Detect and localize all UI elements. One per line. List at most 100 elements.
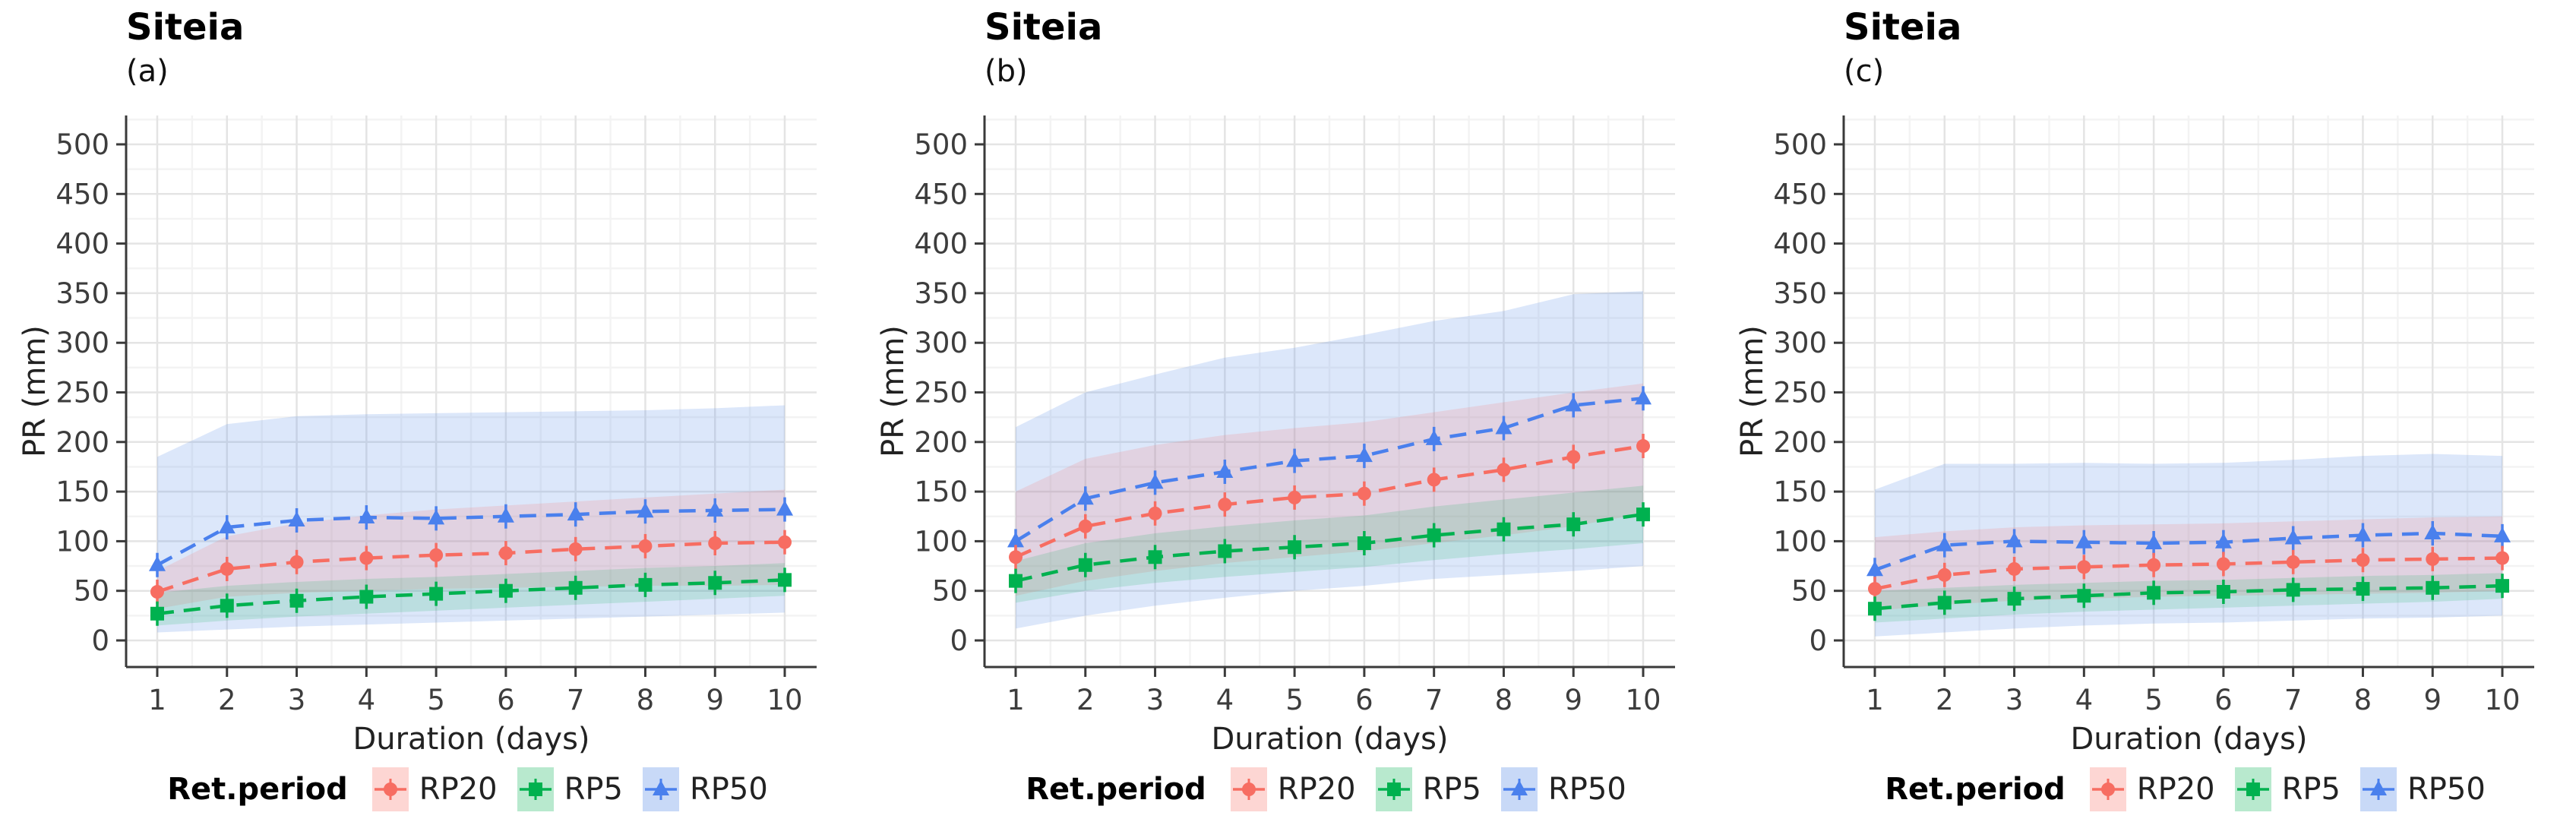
legend-key-marker-RP5 — [2246, 782, 2260, 796]
y-tick-label: 250 — [55, 377, 109, 409]
legend-key-marker-RP20 — [2100, 782, 2115, 796]
legend-key-marker-RP20 — [383, 782, 397, 796]
band-RP5 — [1016, 485, 1644, 603]
plot-area-b: 0 50 100 150 200 250 300 350 400 450 500 1 2 3 4 5 6 7 8 9 1… — [914, 115, 1675, 716]
series-line-RP50 — [156, 507, 785, 567]
marker-RP5-day5 — [429, 586, 444, 601]
marker-RP50-day2 — [218, 518, 235, 534]
marker-RP50-day9 — [2424, 523, 2442, 539]
grid-major — [1844, 115, 2534, 667]
y-tick-label: 400 — [55, 228, 109, 261]
legend-title: Ret.period — [167, 772, 348, 807]
x-axis-label: Duration (days) — [1211, 722, 1449, 757]
x-tick-label: 4 — [358, 684, 376, 716]
marker-RP50-day2 — [1936, 536, 1953, 552]
marker-RP20-day9 — [708, 536, 722, 551]
x-tick-label: 6 — [2214, 684, 2233, 716]
y-tick-label: 450 — [914, 178, 968, 210]
marker-RP50-day8 — [2354, 526, 2372, 542]
marker-RP5-day1 — [1009, 574, 1022, 588]
band-RP20 — [157, 489, 785, 609]
panel-title: Siteia — [126, 6, 245, 49]
marker-RP20-day2 — [1937, 567, 1952, 582]
y-tick-label: 50 — [74, 575, 109, 608]
x-axis-label: Duration (days) — [352, 722, 590, 757]
marker-RP5-day3 — [2007, 592, 2021, 606]
x-tick-label: 9 — [706, 684, 724, 716]
marker-RP5-day5 — [2147, 586, 2161, 600]
y-tick-label: 0 — [91, 624, 109, 657]
marker-RP5-day2 — [1078, 558, 1092, 572]
legend: Ret.period RP20 RP5 RP50 — [934, 763, 1718, 816]
x-tick-label: 1 — [148, 684, 166, 716]
legend-key-marker-RP50 — [1510, 780, 1528, 795]
marker-RP5-day10 — [2495, 579, 2510, 593]
y-axis-label: PR (mm) — [17, 325, 52, 457]
y-tick-label: 450 — [1773, 178, 1827, 210]
marker-RP50-day6 — [1355, 447, 1373, 463]
marker-RP5-day1 — [1868, 602, 1882, 616]
marker-RP20-day1 — [1009, 550, 1022, 564]
panel-a: 0 50 100 150 200 250 300 350 400 450 500 1 2 3 4 5 6 7 8 9 1… — [0, 0, 859, 822]
marker-RP5-day5 — [1288, 540, 1302, 555]
marker-RP5-day6 — [2216, 585, 2230, 599]
x-tick-label: 9 — [2423, 684, 2442, 716]
marker-RP5-day4 — [359, 590, 374, 604]
y-tick-label: 300 — [55, 327, 109, 359]
legend-key-rp20: RP20 — [1230, 767, 1356, 811]
marker-RP20-day1 — [150, 585, 164, 599]
y-tick-label: 50 — [932, 575, 968, 608]
marker-RP5-day2 — [220, 599, 234, 613]
legend-label-rp5: RP5 — [2281, 772, 2341, 807]
marker-RP50-day3 — [288, 511, 305, 526]
marker-RP50-day1 — [1007, 532, 1024, 548]
x-tick-label: 3 — [1146, 684, 1165, 716]
marker-RP50-day7 — [2284, 529, 2302, 545]
y-tick-label: 350 — [55, 277, 109, 310]
marker-RP50-day7 — [567, 505, 584, 521]
x-tick-label: 1 — [1007, 684, 1025, 716]
x-tick-label: 10 — [766, 684, 802, 716]
marker-RP20-day8 — [638, 539, 653, 553]
legend-key-marker-RP5 — [1386, 782, 1401, 796]
marker-RP5-day10 — [1636, 507, 1651, 522]
y-tick-label: 200 — [1773, 426, 1827, 459]
marker-RP20-day9 — [2426, 552, 2440, 566]
x-tick-label: 10 — [1625, 684, 1661, 716]
marker-RP20-day6 — [2216, 557, 2230, 571]
marker-RP5-day3 — [1148, 550, 1162, 564]
marker-RP5-day9 — [2426, 580, 2440, 595]
x-tick-label: 4 — [1216, 684, 1234, 716]
marker-RP50-day5 — [2145, 534, 2163, 550]
x-tick-label: 8 — [2354, 684, 2372, 716]
legend-key-marker-RP5 — [528, 782, 542, 796]
x-tick-label: 5 — [2145, 684, 2163, 716]
legend: Ret.period RP20 RP5 RP50 — [1794, 763, 2576, 816]
marker-RP20-day6 — [498, 546, 513, 561]
x-tick-label: 8 — [1495, 684, 1513, 716]
marker-RP5-day9 — [1566, 517, 1581, 532]
x-tick-label: 2 — [218, 684, 236, 716]
legend-label-rp5: RP5 — [564, 772, 623, 807]
marker-RP5-day1 — [150, 606, 164, 621]
panel-title: Siteia — [1844, 6, 1962, 49]
x-tick-label: 8 — [637, 684, 655, 716]
marker-RP20-day3 — [2007, 561, 2021, 576]
marker-RP20-day8 — [1497, 463, 1511, 477]
marker-RP20-day5 — [2147, 558, 2161, 572]
band-RP5 — [157, 563, 785, 626]
grid-major — [985, 115, 1675, 667]
marker-RP20-day7 — [568, 542, 583, 556]
legend-key-rp50: RP50 — [2359, 767, 2486, 811]
legend-swatch-rp50-icon — [2359, 767, 2397, 811]
series-line-RP5 — [1015, 512, 1644, 583]
marker-RP50-day6 — [2214, 533, 2232, 549]
marker-RP5-day6 — [498, 583, 513, 598]
x-tick-label: 3 — [288, 684, 306, 716]
marker-RP50-day10 — [1635, 389, 1652, 405]
x-tick-label: 4 — [2075, 684, 2094, 716]
series-line-RP50 — [1014, 397, 1644, 543]
legend-swatch-rp5-icon — [1375, 767, 1412, 811]
legend: Ret.period RP20 RP5 RP50 — [76, 763, 859, 816]
marker-RP20-day7 — [1427, 473, 1441, 487]
